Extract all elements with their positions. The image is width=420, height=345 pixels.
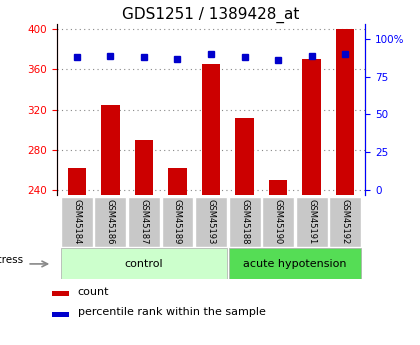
- Text: percentile rank within the sample: percentile rank within the sample: [78, 307, 265, 317]
- Bar: [235, 118, 254, 195]
- Text: GSM45191: GSM45191: [307, 199, 316, 244]
- Bar: [135, 140, 153, 195]
- Bar: [262, 197, 294, 247]
- Text: control: control: [125, 259, 163, 269]
- Bar: [52, 312, 69, 317]
- Text: GSM45188: GSM45188: [240, 199, 249, 245]
- Bar: [61, 197, 93, 247]
- Bar: [128, 197, 160, 247]
- Bar: [202, 64, 220, 195]
- Bar: [302, 59, 321, 195]
- Text: GSM45192: GSM45192: [341, 199, 350, 244]
- Bar: [52, 291, 69, 296]
- Text: count: count: [78, 287, 109, 297]
- Text: GSM45187: GSM45187: [139, 199, 148, 245]
- Text: stress: stress: [0, 255, 24, 265]
- Text: GSM45190: GSM45190: [274, 199, 283, 244]
- Text: GSM45193: GSM45193: [207, 199, 215, 245]
- Bar: [101, 105, 120, 195]
- Bar: [162, 197, 194, 247]
- Text: GSM45186: GSM45186: [106, 199, 115, 245]
- Text: GSM45184: GSM45184: [72, 199, 81, 245]
- Bar: [228, 197, 260, 247]
- Bar: [228, 248, 361, 279]
- Text: GSM45189: GSM45189: [173, 199, 182, 245]
- Bar: [168, 168, 187, 195]
- Bar: [269, 180, 287, 195]
- Bar: [296, 197, 328, 247]
- Bar: [336, 29, 354, 195]
- Bar: [195, 197, 227, 247]
- Bar: [61, 248, 227, 279]
- Bar: [329, 197, 361, 247]
- Title: GDS1251 / 1389428_at: GDS1251 / 1389428_at: [122, 7, 300, 23]
- Text: acute hypotension: acute hypotension: [243, 259, 346, 269]
- Bar: [94, 197, 126, 247]
- Bar: [68, 168, 86, 195]
